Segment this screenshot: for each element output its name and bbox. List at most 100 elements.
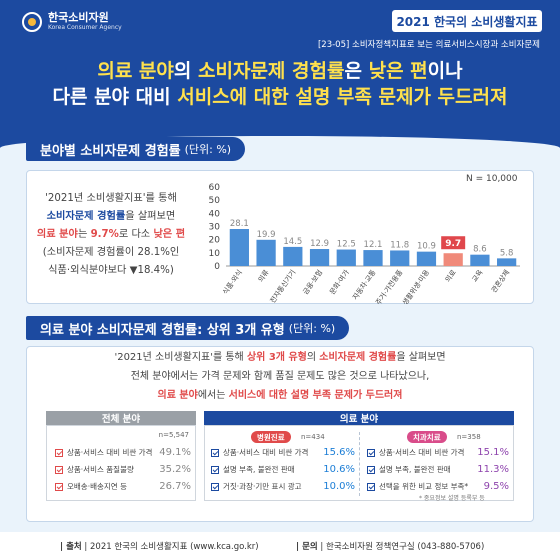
dental-note: * 중요정보 설명 등록부 등 — [419, 495, 485, 502]
org-logo: 한국소비자원 Korea Consumer Agency — [22, 12, 122, 32]
bar-value-label: 8.6 — [473, 245, 487, 255]
section2-title: 의료 분야 소비자문제 경험률: 상위 3개 유형 (단위: %) — [26, 316, 350, 340]
list-item: 거짓·과장·기만 표시 광고 10.0% — [211, 480, 355, 493]
item-value: 11.3% — [477, 464, 509, 475]
item-value: 26.7% — [159, 481, 191, 492]
chart-description: '2021년 소비생활지표'를 통해 소비자문제 경험률을 살펴보면 의료 분야… — [36, 190, 186, 280]
summary-line: 전체 분야에서는 가격 문제와 함께 품질 문제도 많은 것으로 나타났으나, — [130, 371, 430, 382]
bar-value-label: 12.1 — [364, 240, 383, 250]
bar — [363, 250, 383, 266]
x-tick-label: 식품·외식 — [221, 268, 244, 296]
x-tick-label: 문화·여가 — [327, 268, 351, 297]
all-panel: n=5,547 상품·서비스 대비 비싼 가격 49.1% 상품·서비스 품질불… — [46, 425, 196, 501]
summary-line: 의 — [306, 352, 320, 363]
check-icon — [55, 482, 63, 491]
summary-highlight: 소비자문제 경험률 — [319, 352, 397, 363]
summary-highlight: 상위 3개 유형 — [246, 352, 307, 363]
desc-highlight: 낮은 편 — [153, 229, 186, 240]
check-icon — [55, 448, 63, 457]
item-label: 선택을 위한 비교 정보 부족* — [379, 482, 469, 491]
bar — [336, 249, 356, 266]
section1-title-text: 분야별 소비자문제 경험률 — [40, 143, 181, 159]
desc-line: (소비자문제 경험률이 28.1%인 — [42, 247, 180, 258]
dental-n: n=358 — [457, 433, 481, 441]
bar — [309, 249, 330, 266]
bar — [283, 246, 303, 266]
y-tick-label: 0 — [214, 262, 220, 272]
item-value: 15.6% — [323, 447, 355, 458]
item-label: 오배송·배송지연 등 — [67, 482, 127, 491]
report-title: 2021 한국의 소비생활지표 — [392, 10, 542, 32]
summary-line: '2021년 소비생활지표'를 통해 — [114, 352, 247, 363]
sample-size-label: N = 10,000 — [466, 174, 518, 184]
item-label: 상품·서비스 대비 비싼 가격 — [67, 448, 153, 457]
check-icon — [367, 448, 375, 457]
section1-unit: (단위: %) — [184, 143, 232, 156]
all-panel-head: 전체 분야 — [46, 411, 196, 425]
headline-issue: 서비스에 대한 설명 부족 문제가 두드러져 — [177, 86, 508, 108]
source-label: 출처 — [66, 542, 82, 552]
bar — [390, 250, 410, 266]
summary-line: 에서는 — [197, 390, 229, 401]
y-tick-label: 20 — [209, 236, 221, 246]
list-item: 상품·서비스 대비 비싼 가격 15.1% — [367, 446, 509, 459]
x-tick-label: 교육 — [471, 268, 485, 284]
x-tick-label: 생활위생·미용 — [400, 268, 431, 304]
footer-contact: | 문의 | 한국소비자원 정책연구실 (043-880-5706) — [296, 542, 485, 552]
desc-highlight: 의료 분야 — [36, 229, 78, 240]
summary-line: 을 살펴보면 — [396, 352, 446, 363]
types-summary: '2021년 소비생활지표'를 통해 상위 3개 유형의 소비자문제 경험률을 … — [26, 348, 534, 405]
y-tick-label: 60 — [209, 183, 221, 193]
headline-rate: 소비자문제 경험률 — [198, 60, 345, 82]
section1-title: 분야별 소비자문제 경험률 (단위: %) — [26, 137, 246, 161]
logo-icon — [22, 12, 42, 32]
dental-tag: 치과치료 — [407, 431, 447, 443]
bar — [416, 251, 437, 266]
check-icon — [55, 465, 63, 474]
bar — [443, 253, 463, 266]
item-label: 상품·서비스 품질불량 — [67, 465, 134, 474]
list-item: 상품·서비스 대비 비싼 가격 15.6% — [211, 446, 355, 459]
desc-line: '2021년 소비생활지표'를 통해 — [45, 193, 177, 204]
y-tick-label: 30 — [209, 223, 221, 233]
desc-line: 는 — [77, 229, 91, 240]
bar-value-label: 10.9 — [417, 242, 436, 252]
bar — [229, 229, 249, 266]
check-icon — [367, 465, 375, 474]
headline: 의료 분야의 소비자문제 경험률은 낮은 편이나 다른 분야 대비 서비스에 대… — [0, 58, 560, 110]
highlight-label-bg — [441, 236, 466, 250]
bar-value-label: 19.9 — [257, 230, 276, 240]
item-value: 10.0% — [323, 481, 355, 492]
item-value: 10.6% — [323, 464, 355, 475]
desc-line: 식품·외식분야보다 ▼18.4%) — [48, 265, 174, 276]
desc-line: 로 다소 — [118, 229, 154, 240]
item-value: 9.5% — [483, 481, 509, 492]
section2-unit: (단위: %) — [288, 322, 336, 335]
list-item: 상품·서비스 대비 비싼 가격 49.1% — [55, 446, 191, 459]
medical-panel-head: 의료 분야 — [204, 411, 514, 425]
headline-text: 의 — [173, 60, 199, 82]
check-icon — [211, 482, 219, 491]
list-item: 오배송·배송지연 등 26.7% — [55, 480, 191, 493]
x-tick-label: 금융·보험 — [302, 269, 325, 297]
bar-value-label: 11.8 — [390, 240, 409, 250]
x-tick-label: 전자통신기기 — [268, 268, 298, 304]
desc-line: 을 살펴보면 — [125, 211, 176, 222]
item-label: 설명 부족, 불완전 판매 — [223, 465, 295, 474]
list-item: 설명 부족, 불완전 판매 10.6% — [211, 463, 355, 476]
x-tick-label: 관혼상제 — [489, 268, 511, 294]
x-tick-label: 의료 — [443, 268, 458, 284]
all-n: n=5,547 — [158, 431, 189, 439]
item-label: 상품·서비스 대비 비싼 가격 — [223, 448, 309, 457]
headline-text: 다른 분야 대비 — [52, 86, 178, 108]
desc-highlight: 9.7% — [90, 229, 119, 240]
item-value: 15.1% — [477, 447, 509, 458]
item-label: 설명 부족, 불완전 판매 — [379, 465, 451, 474]
headline-text: 은 — [344, 60, 369, 82]
bar-value-label: 28.1 — [230, 219, 249, 229]
headline-medical: 의료 분야 — [97, 60, 174, 82]
bar-value-label: 12.5 — [337, 240, 356, 250]
list-item: 상품·서비스 품질불량 35.2% — [55, 463, 191, 476]
contact-text: 한국소비자원 정책연구실 (043-880-5706) — [326, 542, 485, 552]
